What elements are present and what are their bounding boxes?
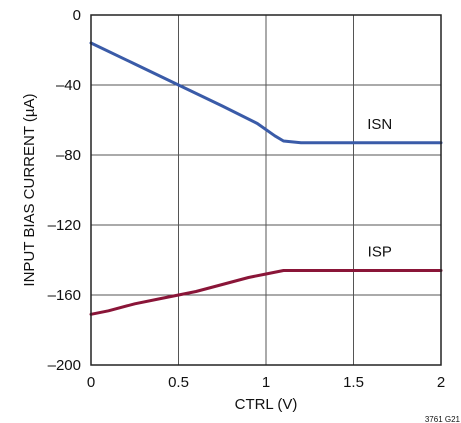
x-tick-labels: 0 0.5 1 1.5 2 xyxy=(87,374,445,391)
y-axis-title: INPUT BIAS CURRENT (µA) xyxy=(21,93,38,286)
y-tick-label: –40 xyxy=(56,77,81,94)
y-tick-label: –120 xyxy=(48,217,81,234)
x-axis-title: CTRL (V) xyxy=(235,396,298,413)
y-tick-label: 0 xyxy=(73,7,81,24)
series-lines xyxy=(89,41,443,316)
grid-lines xyxy=(91,15,441,365)
x-tick-label: 0 xyxy=(87,374,95,391)
series-labels: ISN ISP xyxy=(367,116,392,261)
series-line-isn xyxy=(89,41,443,145)
x-tick-label: 0.5 xyxy=(168,374,189,391)
series-label-isp: ISP xyxy=(368,244,392,261)
x-tick-label: 1 xyxy=(262,374,270,391)
y-tick-label: –200 xyxy=(48,357,81,374)
y-tick-label: –160 xyxy=(48,287,81,304)
x-tick-label: 1.5 xyxy=(343,374,364,391)
x-tick-label: 2 xyxy=(437,374,445,391)
plot-frame xyxy=(90,14,442,366)
y-tick-labels: 0 –40 –80 –120 –160 –200 xyxy=(48,7,81,374)
series-label-isn: ISN xyxy=(367,116,392,133)
series-line-isp xyxy=(89,269,443,316)
y-tick-label: –80 xyxy=(56,147,81,164)
figure-id: 3761 G21 xyxy=(425,415,461,423)
